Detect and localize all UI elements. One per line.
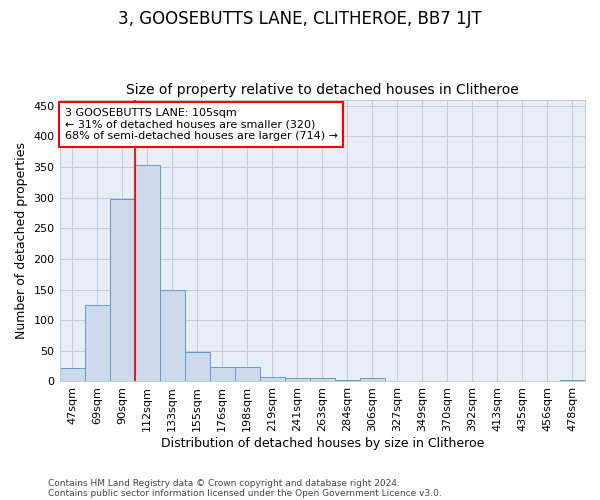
Bar [460, 381, 485, 382]
Title: Size of property relative to detached houses in Clitheroe: Size of property relative to detached ho… [126, 83, 518, 97]
Bar [110, 199, 134, 382]
Bar [560, 380, 585, 382]
Bar [285, 378, 310, 382]
Text: 3, GOOSEBUTTS LANE, CLITHEROE, BB7 1JT: 3, GOOSEBUTTS LANE, CLITHEROE, BB7 1JT [118, 10, 482, 28]
Bar [535, 381, 560, 382]
Bar [310, 378, 335, 382]
Text: Contains HM Land Registry data © Crown copyright and database right 2024.: Contains HM Land Registry data © Crown c… [48, 478, 400, 488]
Bar [209, 367, 235, 382]
Bar [385, 381, 410, 382]
X-axis label: Distribution of detached houses by size in Clitheroe: Distribution of detached houses by size … [161, 437, 484, 450]
Bar [185, 352, 209, 382]
Text: 3 GOOSEBUTTS LANE: 105sqm
← 31% of detached houses are smaller (320)
68% of semi: 3 GOOSEBUTTS LANE: 105sqm ← 31% of detac… [65, 108, 338, 141]
Bar [59, 368, 85, 382]
Bar [85, 306, 110, 382]
Bar [134, 165, 160, 382]
Bar [235, 367, 260, 382]
Bar [510, 381, 535, 382]
Bar [335, 380, 360, 382]
Bar [410, 381, 435, 382]
Bar [485, 381, 510, 382]
Bar [160, 290, 185, 382]
Bar [435, 381, 460, 382]
Text: Contains public sector information licensed under the Open Government Licence v3: Contains public sector information licen… [48, 488, 442, 498]
Bar [360, 378, 385, 382]
Bar [260, 376, 285, 382]
Y-axis label: Number of detached properties: Number of detached properties [15, 142, 28, 339]
